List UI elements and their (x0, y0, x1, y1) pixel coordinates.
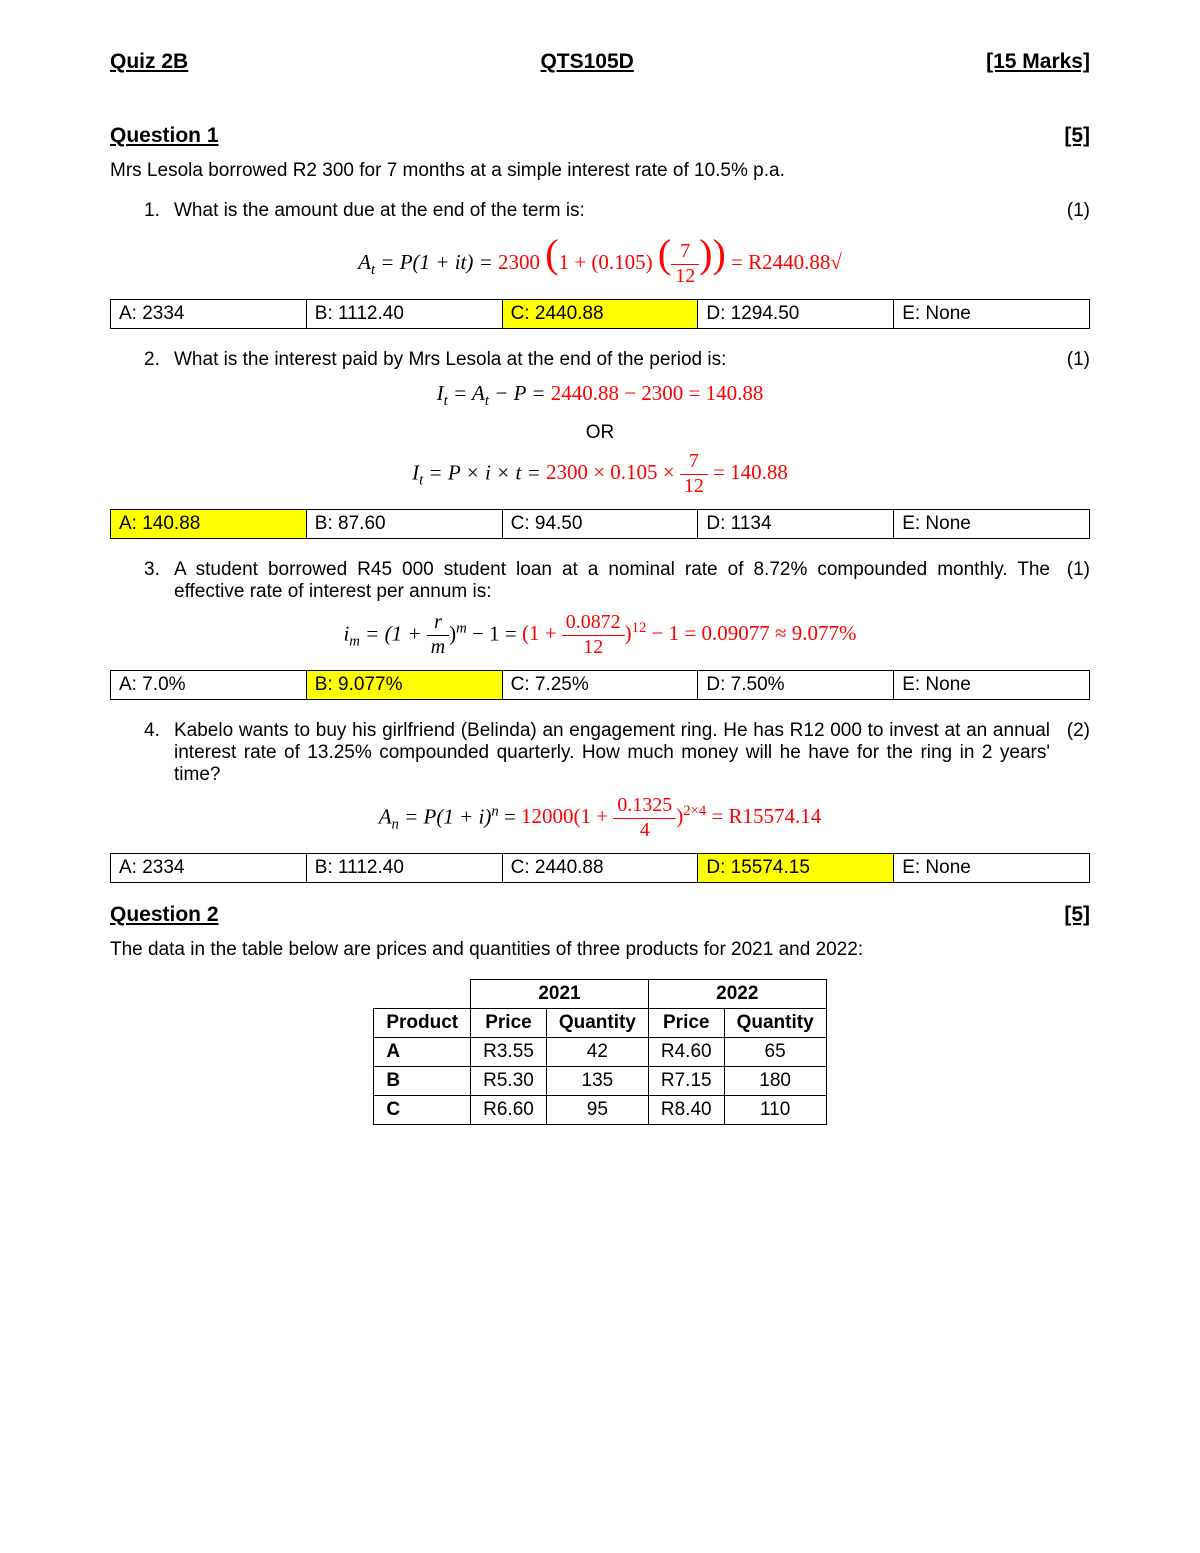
q1p4-num: 4. (144, 720, 174, 786)
q1p3-answers: A: 7.0% B: 9.077% C: 7.25% D: 7.50% E: N… (110, 670, 1090, 700)
q1-intro: Mrs Lesola borrowed R2 300 for 7 months … (110, 160, 1090, 182)
q1p4-ansC: C: 2440.88 (502, 853, 698, 882)
col-price-2: Price (648, 1008, 724, 1037)
year-2021: 2021 (471, 979, 649, 1008)
q1p2-equation-2: It = P × i × t = 2300 × 0.105 × 712 = 14… (110, 452, 1090, 497)
q1p2-ansC: C: 94.50 (502, 509, 698, 538)
q1-part3: 3. A student borrowed R45 000 student lo… (144, 559, 1090, 603)
q1p2-ansA: A: 140.88 (111, 509, 307, 538)
q1p2-answers: A: 140.88 B: 87.60 C: 94.50 D: 1134 E: N… (110, 509, 1090, 539)
header-center: QTS105D (540, 50, 633, 74)
q1p4-ansA: A: 2334 (111, 853, 307, 882)
q1-part4: 4. Kabelo wants to buy his girlfriend (B… (144, 720, 1090, 786)
q1p3-ansA: A: 7.0% (111, 670, 307, 699)
quiz-header: Quiz 2B QTS105D [15 Marks] (110, 50, 1090, 74)
q1p4-pts: (2) (1050, 720, 1090, 786)
question-1-header: Question 1 [5] (110, 124, 1090, 148)
q2-title: Question 2 (110, 903, 219, 927)
header-right: [15 Marks] (986, 50, 1090, 74)
q1p3-ansD: D: 7.50% (698, 670, 894, 699)
q1p2-num: 2. (144, 349, 174, 371)
q2-data-table: 2021 2022 Product Price Quantity Price Q… (373, 979, 826, 1125)
q1-marks: [5] (1064, 124, 1090, 148)
q1p3-pts: (1) (1050, 559, 1090, 603)
q1p4-text: Kabelo wants to buy his girlfriend (Beli… (174, 720, 1050, 786)
table-row: B R5.30 135 R7.15 180 (374, 1066, 826, 1095)
q2-marks: [5] (1064, 903, 1090, 927)
table-col-row: Product Price Quantity Price Quantity (374, 1008, 826, 1037)
q1p1-pts: (1) (1050, 200, 1090, 222)
q1p3-equation: im = (1 + rm)m − 1 = (1 + 0.087212)12 − … (110, 613, 1090, 658)
q1p3-ansE: E: None (894, 670, 1090, 699)
col-product: Product (374, 1008, 471, 1037)
table-year-row: 2021 2022 (374, 979, 826, 1008)
q1-part2: 2. What is the interest paid by Mrs Leso… (144, 349, 1090, 371)
col-qty-1: Quantity (546, 1008, 648, 1037)
q1p4-equation: An = P(1 + i)n = 12000(1 + 0.13254)2×4 =… (110, 796, 1090, 841)
col-price-1: Price (471, 1008, 547, 1037)
q1p3-ansB: B: 9.077% (306, 670, 502, 699)
q1-part1: 1. What is the amount due at the end of … (144, 200, 1090, 222)
q1p3-ansC: C: 7.25% (502, 670, 698, 699)
page: Quiz 2B QTS105D [15 Marks] Question 1 [5… (0, 0, 1200, 1553)
q1p1-equation: At = P(1 + it) = 2300 (1 + (0.105) (712)… (110, 232, 1090, 287)
q1p3-num: 3. (144, 559, 174, 603)
q1p1-text: What is the amount due at the end of the… (174, 200, 1050, 222)
q1p1-ansC: C: 2440.88 (502, 299, 698, 328)
q1p2-ansE: E: None (894, 509, 1090, 538)
q1p1-ansA: A: 2334 (111, 299, 307, 328)
q1p2-ansB: B: 87.60 (306, 509, 502, 538)
q1p1-num: 1. (144, 200, 174, 222)
q1p2-equation-1: It = At − P = 2440.88 − 2300 = 140.88 (110, 381, 1090, 410)
q1-title: Question 1 (110, 124, 219, 148)
header-left: Quiz 2B (110, 50, 188, 74)
q2-intro: The data in the table below are prices a… (110, 939, 1090, 961)
q1p4-ansD: D: 15574.15 (698, 853, 894, 882)
question-2-header: Question 2 [5] (110, 903, 1090, 927)
q1p1-ansD: D: 1294.50 (698, 299, 894, 328)
table-row: C R6.60 95 R8.40 110 (374, 1095, 826, 1124)
q1p1-ansB: B: 1112.40 (306, 299, 502, 328)
q1p4-ansE: E: None (894, 853, 1090, 882)
q1p2-text: What is the interest paid by Mrs Lesola … (174, 349, 1050, 371)
q1p4-ansB: B: 1112.40 (306, 853, 502, 882)
year-2022: 2022 (648, 979, 826, 1008)
q1p4-answers: A: 2334 B: 1112.40 C: 2440.88 D: 15574.1… (110, 853, 1090, 883)
q1p2-pts: (1) (1050, 349, 1090, 371)
q1p2-or: OR (110, 422, 1090, 444)
table-row: A R3.55 42 R4.60 65 (374, 1037, 826, 1066)
q1p3-text: A student borrowed R45 000 student loan … (174, 559, 1050, 603)
q1p2-ansD: D: 1134 (698, 509, 894, 538)
q1p1-answers: A: 2334 B: 1112.40 C: 2440.88 D: 1294.50… (110, 299, 1090, 329)
col-qty-2: Quantity (724, 1008, 826, 1037)
q1p1-ansE: E: None (894, 299, 1090, 328)
